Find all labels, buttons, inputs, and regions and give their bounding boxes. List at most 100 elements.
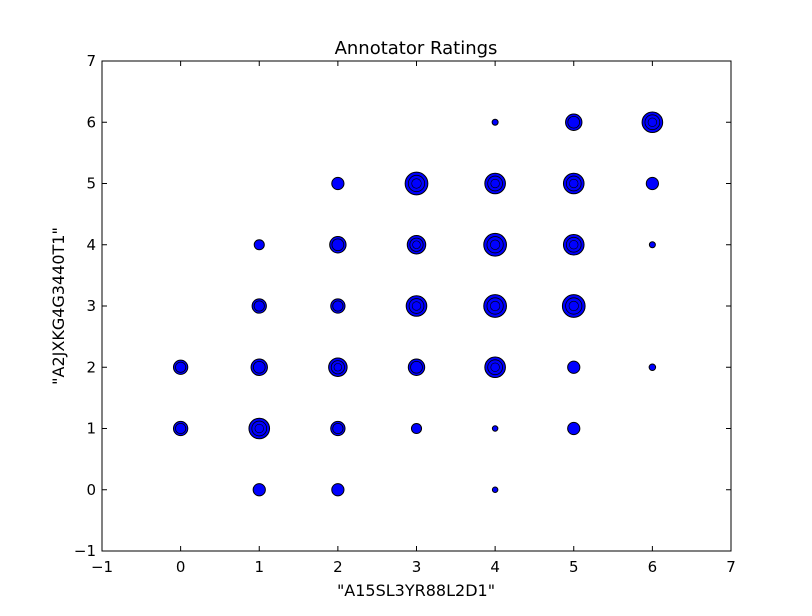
- data-point: [410, 422, 423, 435]
- data-point-core-ring: [411, 301, 422, 311]
- data-point-inner-ring: [487, 175, 503, 192]
- data-point-marker: [252, 483, 266, 497]
- data-point-inner-ring: [486, 297, 504, 315]
- y-tick-label: −1: [74, 542, 96, 560]
- data-point: [561, 294, 586, 318]
- x-tick-label: 1: [254, 558, 264, 576]
- data-point: [483, 294, 507, 318]
- data-point-inner-ring: [407, 174, 426, 193]
- data-point-inner-ring: [565, 236, 582, 253]
- chart-title: Annotator Ratings: [335, 38, 498, 59]
- data-point: [248, 417, 271, 440]
- data-point-inner-ring: [487, 359, 503, 376]
- y-axis-label: "A2JXKG4G3440T1": [49, 227, 68, 385]
- data-point-marker: [491, 118, 499, 126]
- y-tick-label: 2: [86, 358, 96, 376]
- data-point-core-ring: [411, 178, 422, 189]
- data-point: [562, 172, 585, 195]
- data-point: [330, 420, 346, 437]
- data-point: [250, 358, 268, 376]
- y-tick-label: 3: [86, 297, 96, 315]
- data-point-marker: [491, 425, 499, 432]
- data-point: [330, 298, 346, 314]
- data-point-marker: [648, 363, 657, 371]
- data-point-inner-ring: [565, 297, 583, 315]
- data-point-inner-ring: [565, 175, 582, 192]
- data-point-marker: [491, 486, 499, 493]
- data-point-core-ring: [333, 363, 343, 372]
- x-tick-label: 4: [490, 558, 500, 576]
- data-point: [407, 358, 426, 376]
- x-tick-label: 3: [412, 558, 422, 576]
- data-point: [641, 111, 664, 134]
- data-point-core-ring: [490, 178, 500, 189]
- data-point: [648, 241, 656, 249]
- data-point: [406, 235, 427, 255]
- data-point-core-ring: [490, 300, 501, 312]
- data-point-marker: [331, 483, 345, 497]
- data-point: [404, 171, 429, 196]
- x-tick-label: 7: [726, 558, 736, 576]
- data-point-marker: [648, 241, 656, 249]
- data-point: [253, 239, 265, 251]
- data-point-core-ring: [254, 423, 264, 434]
- x-tick-label: 5: [569, 558, 579, 576]
- data-point: [328, 357, 348, 377]
- data-point-inner-ring: [567, 115, 581, 129]
- data-point: [172, 359, 189, 375]
- data-point: [331, 176, 345, 191]
- data-point: [405, 295, 428, 317]
- data-point: [648, 363, 657, 371]
- x-tick-label: −1: [91, 558, 113, 576]
- data-points: [172, 111, 664, 497]
- data-point: [331, 483, 345, 497]
- data-point-core-ring: [490, 362, 500, 372]
- data-point-core-ring: [412, 240, 421, 249]
- data-point-inner-ring: [409, 237, 424, 252]
- y-tick-label: 5: [86, 175, 96, 193]
- x-axis-label: "A15SL3YR88L2D1": [337, 581, 495, 600]
- data-point-inner-ring: [332, 422, 344, 435]
- data-point: [484, 356, 506, 379]
- y-tick-label: 4: [86, 236, 96, 254]
- data-point-core-ring: [647, 117, 658, 127]
- plot-frame: [101, 60, 732, 552]
- data-point-core-ring: [569, 178, 579, 189]
- data-point-core-ring: [490, 239, 501, 250]
- x-tick-label: 0: [176, 558, 186, 576]
- axis-ticks: −1 0 1 2 3 4 5 6 7 −1 0 1 2 3 4 5 6 7: [74, 52, 736, 576]
- data-point-inner-ring: [332, 300, 344, 312]
- data-point: [491, 486, 499, 493]
- y-tick-label: 1: [86, 420, 96, 438]
- data-point-inner-ring: [252, 360, 266, 374]
- y-tick-label: 0: [86, 481, 96, 499]
- data-point-inner-ring: [175, 361, 187, 373]
- data-point: [567, 421, 581, 436]
- data-point: [565, 113, 583, 131]
- data-point: [491, 118, 499, 126]
- data-point-inner-ring: [410, 360, 423, 374]
- data-point: [483, 232, 507, 257]
- data-point-marker: [645, 176, 659, 191]
- y-tick-label: 6: [86, 113, 96, 131]
- data-point: [329, 236, 347, 254]
- data-point-inner-ring: [251, 420, 268, 437]
- data-point-inner-ring: [644, 114, 661, 131]
- data-point: [562, 233, 585, 256]
- data-point-marker: [331, 176, 345, 191]
- x-tick-label: 2: [333, 558, 343, 576]
- y-tick-label: 7: [86, 52, 96, 70]
- data-point-inner-ring: [253, 300, 265, 312]
- data-point-marker: [410, 422, 423, 435]
- data-point-inner-ring: [486, 236, 504, 254]
- data-point: [172, 420, 189, 437]
- data-point-inner-ring: [175, 422, 187, 435]
- data-point-core-ring: [569, 240, 579, 250]
- data-point: [491, 425, 499, 432]
- x-tick-label: 6: [648, 558, 658, 576]
- data-point-marker: [567, 421, 581, 436]
- data-point: [567, 360, 581, 374]
- data-point: [645, 176, 659, 191]
